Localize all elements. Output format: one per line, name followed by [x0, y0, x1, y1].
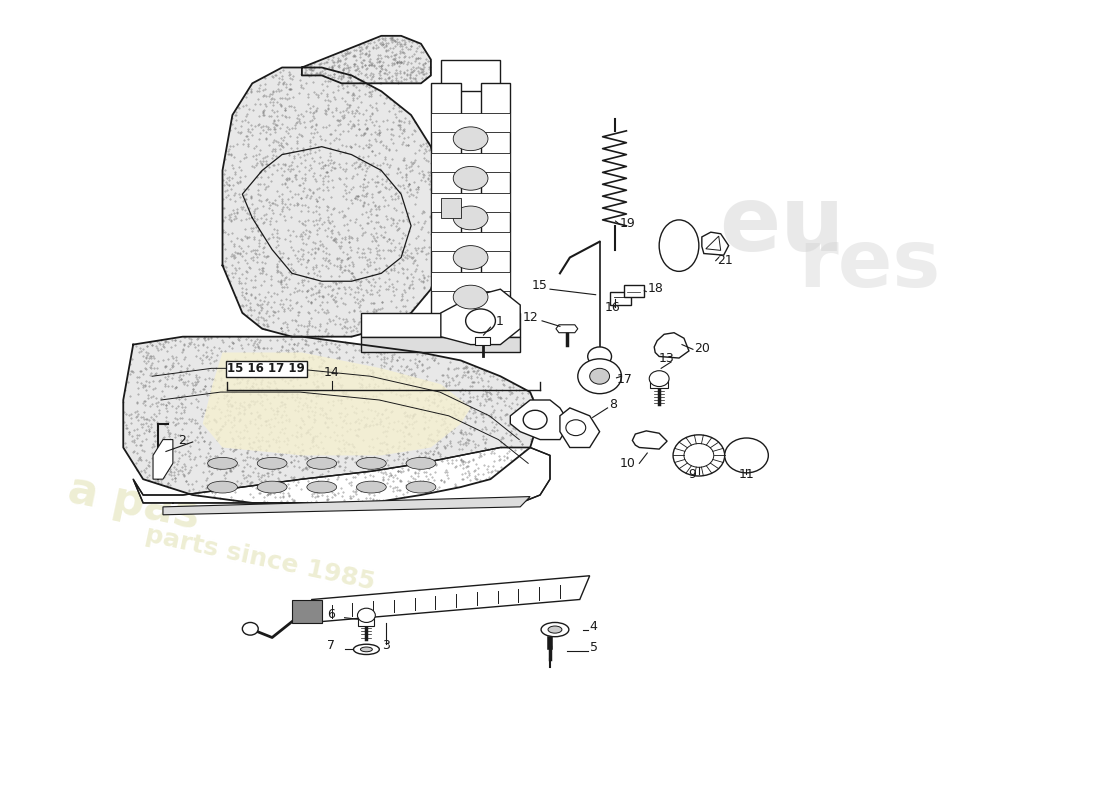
- Text: 21: 21: [717, 254, 733, 267]
- Text: 2: 2: [178, 434, 186, 446]
- Polygon shape: [301, 576, 590, 623]
- Text: 13: 13: [659, 352, 675, 365]
- Text: 20: 20: [694, 342, 710, 355]
- Circle shape: [565, 420, 585, 436]
- Polygon shape: [431, 193, 510, 211]
- Polygon shape: [362, 337, 520, 353]
- Polygon shape: [431, 232, 510, 251]
- Ellipse shape: [307, 481, 337, 493]
- Bar: [609, 292, 631, 305]
- Ellipse shape: [453, 246, 488, 270]
- Polygon shape: [441, 289, 520, 345]
- Text: 19: 19: [619, 218, 635, 230]
- Polygon shape: [163, 497, 530, 514]
- Polygon shape: [153, 439, 173, 479]
- Text: 15 16 17 19: 15 16 17 19: [228, 362, 305, 375]
- Ellipse shape: [453, 206, 488, 230]
- Circle shape: [358, 608, 375, 622]
- Polygon shape: [481, 83, 510, 321]
- Text: 4: 4: [590, 619, 597, 633]
- Ellipse shape: [257, 458, 287, 470]
- Ellipse shape: [453, 286, 488, 309]
- FancyBboxPatch shape: [625, 286, 645, 297]
- Text: 9: 9: [688, 467, 696, 481]
- Ellipse shape: [453, 127, 488, 150]
- Polygon shape: [431, 83, 461, 321]
- Ellipse shape: [406, 458, 436, 470]
- Circle shape: [465, 309, 495, 333]
- Text: 14: 14: [323, 366, 340, 379]
- Text: 3: 3: [383, 639, 390, 652]
- Circle shape: [684, 443, 714, 467]
- Text: 18: 18: [647, 282, 663, 294]
- Polygon shape: [441, 59, 500, 91]
- Circle shape: [590, 368, 609, 384]
- Ellipse shape: [208, 458, 238, 470]
- Text: 17: 17: [616, 373, 632, 386]
- Polygon shape: [702, 232, 728, 255]
- Bar: [359, 616, 374, 626]
- Ellipse shape: [453, 166, 488, 190]
- Bar: [441, 198, 461, 218]
- Ellipse shape: [353, 644, 380, 654]
- Text: 12: 12: [522, 311, 538, 324]
- Ellipse shape: [208, 481, 238, 493]
- Circle shape: [649, 370, 669, 386]
- Text: 11: 11: [738, 467, 755, 481]
- Polygon shape: [431, 153, 510, 172]
- Circle shape: [587, 347, 612, 366]
- Text: res: res: [799, 226, 940, 305]
- Polygon shape: [510, 400, 570, 439]
- PathPatch shape: [301, 36, 431, 83]
- Text: eu: eu: [718, 182, 844, 270]
- PathPatch shape: [222, 67, 441, 337]
- Ellipse shape: [361, 647, 373, 652]
- Polygon shape: [362, 313, 520, 337]
- Circle shape: [578, 359, 621, 394]
- Polygon shape: [202, 353, 471, 455]
- Text: 15: 15: [532, 279, 548, 292]
- Circle shape: [524, 410, 547, 430]
- Text: parts since 1985: parts since 1985: [143, 522, 377, 594]
- Text: 10: 10: [619, 458, 636, 470]
- Ellipse shape: [356, 458, 386, 470]
- PathPatch shape: [123, 337, 540, 503]
- Ellipse shape: [548, 626, 562, 633]
- Bar: [650, 378, 668, 388]
- Polygon shape: [431, 114, 510, 133]
- Text: 6: 6: [327, 608, 334, 621]
- Ellipse shape: [257, 481, 287, 493]
- Polygon shape: [133, 447, 550, 503]
- Text: 7: 7: [327, 639, 334, 652]
- Circle shape: [673, 435, 725, 476]
- Polygon shape: [706, 236, 721, 250]
- Ellipse shape: [307, 458, 337, 470]
- Circle shape: [725, 438, 768, 473]
- Polygon shape: [654, 333, 689, 358]
- Ellipse shape: [356, 481, 386, 493]
- Text: 5: 5: [590, 641, 597, 654]
- Ellipse shape: [659, 220, 698, 271]
- Polygon shape: [556, 325, 578, 333]
- Ellipse shape: [406, 481, 436, 493]
- Polygon shape: [431, 272, 510, 290]
- Text: 16: 16: [605, 302, 620, 314]
- Text: 1: 1: [495, 314, 504, 328]
- Circle shape: [242, 622, 258, 635]
- Bar: [474, 337, 491, 345]
- Polygon shape: [632, 431, 667, 449]
- Text: 8: 8: [609, 398, 617, 411]
- Ellipse shape: [541, 622, 569, 637]
- Polygon shape: [292, 599, 321, 623]
- Polygon shape: [560, 408, 600, 447]
- Text: a pas: a pas: [64, 468, 204, 538]
